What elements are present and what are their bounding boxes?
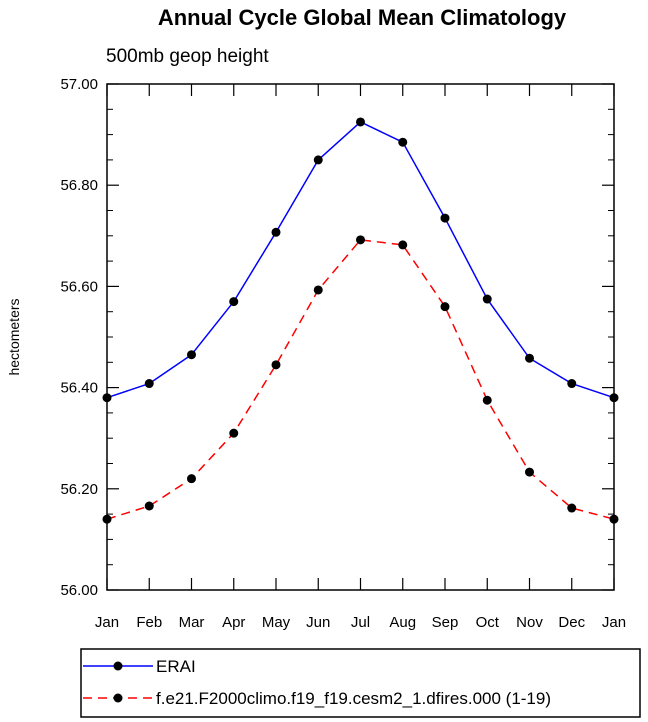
series-0-point-3	[229, 297, 239, 307]
x-tick-label: May	[262, 614, 291, 631]
series-0-point-9	[482, 294, 492, 304]
legend-box	[80, 648, 641, 718]
x-tick-label: Apr	[222, 614, 245, 631]
plot-frame	[106, 83, 615, 591]
y-tick-label: 56.00	[60, 582, 98, 599]
x-tick-label: Aug	[389, 614, 416, 631]
series-0-point-1	[144, 379, 154, 389]
series-0-point-4	[271, 227, 281, 237]
series-1-point-7	[398, 240, 408, 250]
series-0-point-6	[356, 117, 365, 127]
series-1-point-4	[271, 360, 281, 370]
x-tick-label: Jan	[95, 614, 119, 631]
x-tick-label: Feb	[136, 614, 162, 631]
x-tick-label: Jan	[602, 614, 626, 631]
axis-ticks	[106, 83, 615, 591]
legend: ERAI f.e21.F2000climo.f19_f19.cesm2_1.df…	[80, 648, 641, 718]
series-layer	[102, 117, 619, 524]
legend-label-model: f.e21.F2000climo.f19_f19.cesm2_1.dfires.…	[156, 689, 551, 708]
series-1-point-5	[313, 285, 323, 295]
series-line-1	[106, 239, 615, 520]
series-0-point-8	[440, 213, 450, 223]
series-0-point-10	[525, 353, 534, 363]
x-tick-labels: Jan Feb Mar Apr May Jun Jul Aug Sep Oct Nov Dec Jan	[95, 614, 626, 631]
y-tick-label: 57.00	[60, 76, 98, 93]
chart-title: Annual Cycle Global Mean Climatology	[158, 5, 567, 30]
y-tick-label: 56.20	[60, 481, 98, 498]
y-tick-label: 56.60	[60, 278, 98, 295]
series-1-point-1	[144, 501, 154, 511]
series-line-0	[106, 121, 615, 399]
series-0-point-5	[313, 155, 323, 165]
series-0-point-2	[187, 350, 196, 360]
series-1-point-10	[525, 467, 534, 477]
x-tick-label: Dec	[558, 614, 585, 631]
series-0-point-7	[398, 137, 408, 147]
x-tick-label: Jun	[306, 614, 330, 631]
series-1-point-8	[440, 302, 450, 312]
legend-label-erai: ERAI	[156, 657, 196, 676]
y-tick-labels: 56.00 56.20 56.40 56.60 56.80 57.00	[60, 76, 98, 599]
x-tick-label: Jul	[351, 614, 370, 631]
series-1-point-2	[187, 474, 196, 484]
legend-marker-erai	[113, 661, 123, 671]
chart-subtitle: 500mb geop height	[106, 46, 269, 67]
x-tick-label: Sep	[432, 614, 459, 631]
series-1-point-11	[567, 503, 577, 513]
legend-marker-model	[113, 693, 123, 703]
series-1-point-6	[356, 235, 365, 245]
y-axis-label: hectometers	[6, 298, 22, 375]
series-1-point-9	[482, 395, 492, 405]
x-tick-label: Oct	[476, 614, 500, 631]
series-1-point-3	[229, 428, 239, 438]
x-tick-label: Nov	[516, 614, 543, 631]
y-tick-label: 56.80	[60, 177, 98, 194]
series-0-point-11	[567, 379, 577, 389]
y-tick-label: 56.40	[60, 380, 98, 397]
x-tick-label: Mar	[179, 614, 205, 631]
